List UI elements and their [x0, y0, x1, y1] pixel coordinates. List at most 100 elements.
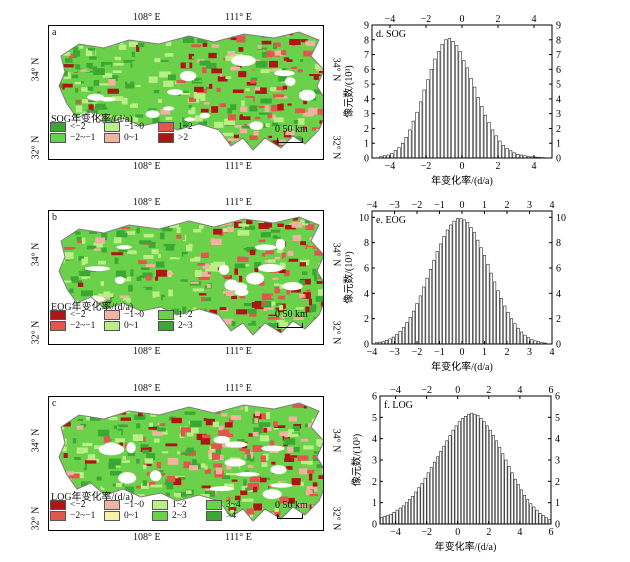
histogram-bar — [506, 312, 510, 345]
histogram-bar — [428, 269, 433, 345]
y-tick-label-left: 8 — [364, 238, 369, 249]
panel-letter: c — [52, 398, 57, 409]
map-frame: c LOG年变化率/(d/a) 0 50 km — [48, 396, 324, 531]
plot-frame — [379, 395, 552, 525]
histogram-bar — [476, 414, 480, 525]
lat-tick-left-32: 32° N — [30, 506, 42, 531]
legend-label: −1~0 — [124, 310, 144, 320]
histogram-bar — [401, 327, 406, 345]
y-tick-label-right: 10 — [556, 213, 566, 224]
lon-tick-bottom-1: 108° E — [133, 532, 161, 543]
x-tick-label-top: 2 — [505, 200, 510, 211]
histogram-bar — [408, 129, 412, 159]
map-raster — [58, 31, 323, 151]
histogram-bar — [419, 101, 423, 159]
legend-item: −2~−1 — [50, 321, 95, 331]
histogram-bar — [513, 478, 517, 525]
histogram-bar — [451, 429, 455, 525]
histogram-bar — [460, 418, 464, 525]
legend-swatch — [152, 511, 168, 521]
histogram-bar — [470, 412, 474, 525]
histogram-bar — [523, 334, 527, 345]
lat-tick-left-34: 34° N — [30, 57, 42, 82]
y-tick-label-left: 1 — [372, 498, 377, 509]
y-tick-label-right: 1 — [555, 498, 560, 509]
histogram-bar — [479, 418, 483, 525]
y-tick-label-right: 6 — [556, 65, 561, 76]
x-tick-label-bottom: −4 — [385, 161, 396, 172]
histogram-bar — [543, 342, 547, 345]
legend-swatch — [50, 321, 66, 331]
x-tick-label-bottom: 2 — [505, 347, 510, 358]
legend-label: −2~−1 — [70, 321, 96, 331]
histogram-bar — [411, 120, 415, 159]
histogram-bar — [505, 148, 509, 159]
histogram-bar — [395, 334, 399, 345]
histogram-bar — [489, 272, 493, 345]
y-axis-label: 像元数/(10³) — [350, 434, 363, 486]
legend-item: 1~2 — [152, 500, 187, 510]
x-tick-label-top: 0 — [460, 200, 465, 211]
x-tick-label-bottom: 2 — [486, 527, 491, 538]
histogram-bar — [439, 243, 443, 345]
y-tick-label-right: 6 — [555, 392, 560, 403]
histogram-bar — [509, 318, 514, 345]
histogram-bar — [486, 263, 490, 345]
histogram-bar — [480, 106, 484, 159]
lat-tick-right-34: 34° N — [330, 242, 342, 267]
lat-tick-right-34: 34° N — [330, 428, 342, 453]
histogram-bar — [544, 517, 548, 525]
legend-item: 0~1 — [104, 321, 139, 331]
histogram-bar — [469, 227, 473, 345]
histogram-bar — [501, 145, 505, 159]
histogram-bar — [452, 220, 456, 345]
histogram-bar — [408, 499, 411, 525]
histogram-bar — [423, 477, 427, 525]
legend-item: 1~2 — [158, 310, 193, 320]
plot-frame — [371, 210, 553, 345]
x-tick-label-top: 6 — [549, 385, 554, 396]
y-tick-label-left: 10 — [359, 213, 369, 224]
lon-tick-bottom-2: 111° E — [225, 161, 252, 172]
histogram-bar — [445, 229, 449, 345]
histogram-bar — [432, 260, 436, 345]
legend-title: SOG年变化率/(d/a) — [51, 114, 133, 125]
legend-swatch — [104, 122, 120, 132]
lon-tick-top-1: 108° E — [133, 197, 161, 208]
histogram-bar — [383, 516, 387, 525]
legend-item: −2~−1 — [50, 133, 95, 143]
histogram-bar — [492, 435, 495, 525]
legend-item: −1~0 — [104, 310, 144, 320]
histogram-bar — [436, 456, 439, 525]
histogram-bar — [476, 239, 480, 345]
histogram-bar — [516, 484, 520, 525]
lon-tick-top-1: 108° E — [133, 383, 161, 394]
histogram-bar — [473, 86, 477, 159]
histogram-bar — [534, 156, 538, 159]
legend-swatch — [50, 511, 66, 521]
y-tick-label-left: 4 — [364, 94, 369, 105]
histogram-bar — [449, 224, 453, 345]
legend-label: <−2 — [70, 500, 86, 510]
legend-swatch — [104, 133, 120, 143]
histogram-bar — [536, 341, 541, 345]
legend-swatch — [206, 511, 222, 521]
histogram-bar — [374, 342, 379, 345]
histogram-bar — [398, 507, 402, 525]
x-tick-label-top: −2 — [412, 200, 423, 211]
y-tick-label-left: 3 — [364, 109, 369, 120]
histogram-bar — [395, 509, 399, 525]
x-tick-label-top: 2 — [496, 14, 501, 25]
histogram-bar — [455, 218, 460, 345]
plot-frame — [371, 24, 553, 159]
x-tick-label-bottom: −3 — [389, 347, 400, 358]
y-tick-label-right: 3 — [556, 109, 561, 120]
lat-tick-right-32: 32° N — [330, 320, 342, 345]
histogram-bar — [392, 512, 396, 525]
histogram-bar — [479, 247, 483, 345]
y-tick-label-right: 0 — [555, 520, 560, 531]
lat-tick-left-34: 34° N — [30, 242, 42, 267]
legend-label: 2~3 — [172, 511, 187, 521]
y-tick-label-right: 8 — [556, 35, 561, 46]
histogram-bar — [388, 338, 392, 345]
